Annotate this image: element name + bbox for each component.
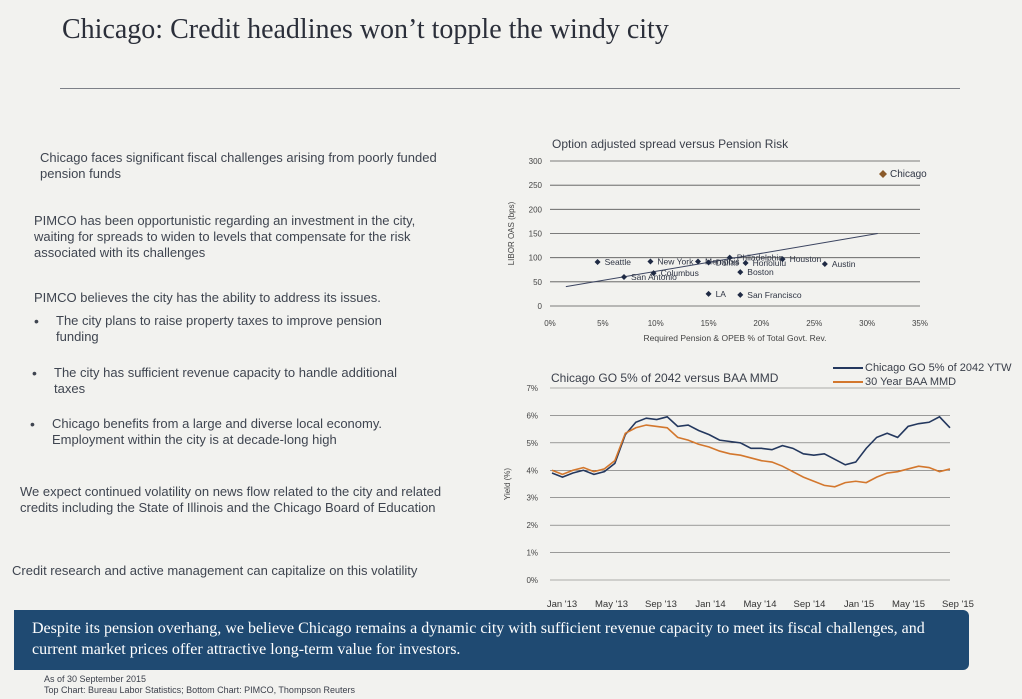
paragraph-volatility: We expect continued volatility on news f…: [20, 484, 442, 515]
scatter-chart: 0 50 100 150 200 250 300 0% 5% 10% 15% 20% 25% 30% 35%…: [507, 157, 928, 343]
y-axis-title: Yield (%): [503, 468, 512, 500]
trendline: [565, 233, 878, 288]
banner-text: Despite its pension overhang, we believe…: [32, 620, 925, 658]
x-tick-label: Sep '14: [794, 599, 826, 610]
data-point: [737, 291, 744, 298]
paragraph-fiscal: Chicago faces significant fiscal challen…: [40, 150, 437, 181]
data-point: [705, 290, 712, 297]
y-axis-title: LIBOR OAS (bps): [507, 201, 516, 265]
x-tick-label: May '15: [892, 599, 925, 610]
footnote-source: Top Chart: Bureau Labor Statistics; Bott…: [44, 685, 355, 695]
data-point: [621, 274, 627, 280]
line-chart-legend: Chicago GO 5% of 2042 YTW 30 Year BAA MM…: [833, 361, 1012, 389]
y-tick-label: 150: [529, 230, 543, 239]
y-tick-label: 300: [529, 157, 543, 166]
paragraph-opportunistic: PIMCO has been opportunistic regarding a…: [34, 213, 416, 260]
conclusion-banner: Despite its pension overhang, we believe…: [14, 610, 969, 670]
bullet-text: The city plans to raise property taxes t…: [56, 313, 382, 344]
y-tick-label: 50: [533, 278, 542, 287]
scatter-chart-title: Option adjusted spread versus Pension Ri…: [552, 137, 789, 151]
x-tick-label: May '13: [595, 599, 628, 610]
data-point: [742, 259, 749, 266]
point-label: Chicago: [890, 169, 927, 180]
x-tick-label: 15%: [701, 319, 717, 328]
paragraph-ability: PIMCO believes the city has the ability …: [34, 290, 381, 305]
y-tick-label: 6%: [526, 411, 538, 420]
series-line: [551, 415, 951, 479]
point-label: Honolulu: [753, 258, 787, 268]
point-label: Columbus: [661, 268, 699, 278]
bullet-property-taxes: • The city plans to raise property taxes …: [34, 313, 382, 344]
point-label: Philadelphia: [737, 253, 784, 263]
data-point: [879, 170, 887, 179]
x-tick-label: Sep '13: [645, 599, 677, 610]
x-tick-label: Jan '13: [547, 599, 577, 610]
y-tick-label: 2%: [526, 521, 538, 530]
x-tick-label: 35%: [912, 319, 928, 328]
point-label: New York: [657, 257, 694, 267]
y-tick-label: 1%: [526, 549, 538, 558]
point-label: Houston: [790, 254, 822, 264]
y-tick-label: 200: [529, 205, 543, 214]
x-tick-label: Sep '15: [942, 599, 974, 610]
x-tick-label: 10%: [648, 319, 664, 328]
point-label: Memphis: [705, 257, 739, 267]
y-tick-label: 3%: [526, 494, 538, 503]
title-divider: [60, 88, 960, 89]
line-chart: 0% 1% 2% 3% 4% 5% 6% 7% Jan '13 May '13 Sep '13 Jan…: [503, 384, 974, 610]
point-label: LA: [716, 289, 727, 299]
data-point: [695, 258, 701, 265]
footnote-date: As of 30 September 2015: [44, 674, 147, 684]
x-tick-label: Jan '15: [844, 599, 874, 610]
point-label: San Antonio: [631, 272, 677, 282]
legend-item-baa: 30 Year BAA MMD: [833, 375, 1012, 389]
x-tick-label: 25%: [806, 319, 822, 328]
data-point: [650, 270, 657, 277]
data-point: [594, 259, 601, 266]
y-tick-label: 0: [538, 302, 543, 311]
y-tick-label: 100: [529, 254, 543, 263]
y-tick-label: 5%: [526, 439, 538, 448]
point-label: Dallas: [716, 258, 740, 268]
legend-item-chicago: Chicago GO 5% of 2042 YTW: [833, 361, 1012, 375]
point-label: Austin: [832, 259, 856, 269]
data-point: [821, 260, 828, 267]
data-point: [705, 259, 712, 266]
bullet-local-economy: • Chicago benefits from a large and diver…: [30, 416, 382, 447]
bullet-text: The city has sufficient revenue capacity…: [54, 365, 398, 396]
x-tick-label: 20%: [753, 319, 769, 328]
point-label: San Francisco: [747, 290, 802, 300]
x-tick-label: Jan '14: [695, 599, 725, 610]
y-tick-label: 250: [529, 181, 543, 190]
legend-swatch: [833, 381, 863, 384]
bullet-revenue-capacity: • The city has sufficient revenue capacit…: [32, 365, 398, 396]
data-point: [647, 258, 654, 265]
line-chart-title: Chicago GO 5% of 2042 versus BAA MMD: [551, 371, 779, 385]
x-tick-label: 5%: [597, 319, 609, 328]
point-label: Boston: [747, 267, 774, 277]
data-point: [726, 254, 733, 261]
data-point: [779, 256, 786, 263]
point-label: Seattle: [605, 257, 632, 267]
y-tick-label: 0%: [526, 576, 538, 585]
legend-label: Chicago GO 5% of 2042 YTW: [865, 362, 1012, 374]
paragraph-credit-research: Credit research and active management ca…: [12, 563, 418, 578]
x-axis-title: Required Pension & OPEB % of Total Govt.…: [644, 333, 827, 343]
series-line: [551, 424, 951, 488]
bullet-text: Chicago benefits from a large and divers…: [52, 416, 382, 447]
y-tick-label: 4%: [526, 466, 538, 475]
x-tick-label: May '14: [744, 599, 777, 610]
legend-label: 30 Year BAA MMD: [865, 376, 957, 388]
x-tick-label: 30%: [859, 319, 875, 328]
legend-swatch: [833, 367, 863, 370]
page-title: Chicago: Credit headlines won’t topple t…: [62, 14, 669, 45]
data-point: [737, 269, 744, 276]
y-tick-label: 7%: [526, 384, 538, 393]
x-tick-label: 0%: [544, 319, 556, 328]
